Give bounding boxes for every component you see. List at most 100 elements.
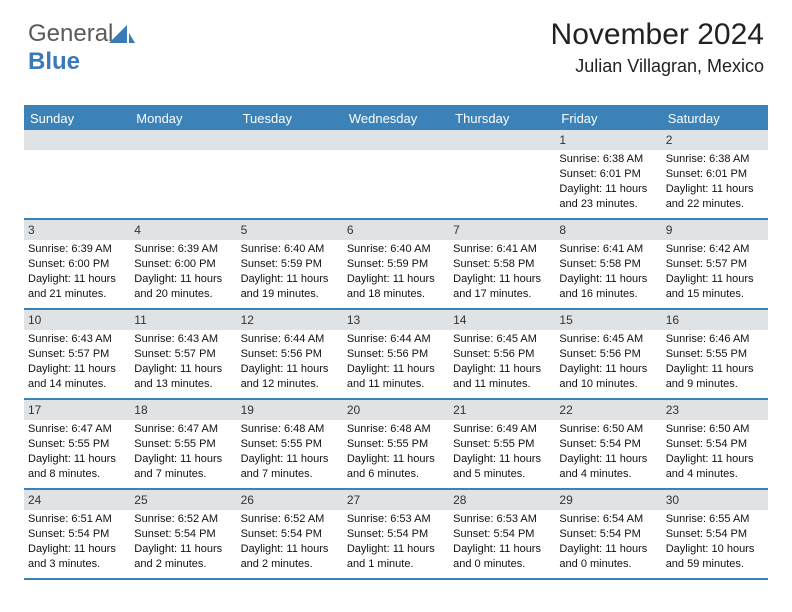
daylight-text: Daylight: 11 hours and 16 minutes. [559, 272, 657, 302]
daylight-text: Daylight: 11 hours and 7 minutes. [134, 452, 232, 482]
daylight-text: Daylight: 11 hours and 10 minutes. [559, 362, 657, 392]
sunset-text: Sunset: 5:57 PM [28, 347, 126, 362]
calendar-day-cell: 10 Sunrise: 6:43 AMSunset: 5:57 PMDayligh… [24, 310, 130, 398]
sunrise-text: Sunrise: 6:44 AM [241, 332, 339, 347]
sunset-text: Sunset: 5:58 PM [559, 257, 657, 272]
daylight-text: Daylight: 11 hours and 23 minutes. [559, 182, 657, 212]
daylight-text: Daylight: 11 hours and 17 minutes. [453, 272, 551, 302]
daylight-text: Daylight: 11 hours and 9 minutes. [666, 362, 764, 392]
day-number: 26 [237, 490, 343, 510]
sunrise-text: Sunrise: 6:47 AM [28, 422, 126, 437]
sunrise-text: Sunrise: 6:43 AM [134, 332, 232, 347]
sunset-text: Sunset: 5:56 PM [241, 347, 339, 362]
daylight-text: Daylight: 11 hours and 0 minutes. [559, 542, 657, 572]
sunset-text: Sunset: 5:57 PM [134, 347, 232, 362]
day-number: 17 [24, 400, 130, 420]
calendar-day-cell: 2Sunrise: 6:38 AMSunset: 6:01 PMDaylight… [662, 130, 768, 218]
sunrise-text: Sunrise: 6:38 AM [666, 152, 764, 167]
calendar-day-cell: 26Sunrise: 6:52 AMSunset: 5:54 PMDayligh… [237, 490, 343, 578]
sunset-text: Sunset: 6:00 PM [28, 257, 126, 272]
day-number: 12 [237, 310, 343, 330]
day-number [24, 130, 130, 150]
calendar-day-cell: 5Sunrise: 6:40 AMSunset: 5:59 PMDaylight… [237, 220, 343, 308]
calendar-week-row: 1Sunrise: 6:38 AMSunset: 6:01 PMDaylight… [24, 130, 768, 220]
logo-text-general: General [28, 20, 113, 47]
sunrise-text: Sunrise: 6:52 AM [134, 512, 232, 527]
sunrise-text: Sunrise: 6:54 AM [559, 512, 657, 527]
sunrise-text: Sunrise: 6:50 AM [559, 422, 657, 437]
daylight-text: Daylight: 11 hours and 14 minutes. [28, 362, 126, 392]
daylight-text: Daylight: 11 hours and 3 minutes. [28, 542, 126, 572]
calendar-day-cell: 12 Sunrise: 6:44 AMSunset: 5:56 PMDayligh… [237, 310, 343, 398]
daylight-text: Daylight: 11 hours and 21 minutes. [28, 272, 126, 302]
daylight-text: Daylight: 11 hours and 6 minutes. [347, 452, 445, 482]
sunset-text: Sunset: 5:59 PM [347, 257, 445, 272]
day-number: 19 [237, 400, 343, 420]
calendar-day-cell: 18Sunrise: 6:47 AMSunset: 5:55 PMDayligh… [130, 400, 236, 488]
daylight-text: Daylight: 11 hours and 2 minutes. [241, 542, 339, 572]
calendar-header-row: Sunday Monday Tuesday Wednesday Thursday… [24, 107, 768, 130]
day-number: 9 [662, 220, 768, 240]
day-number: 28 [449, 490, 555, 510]
sunset-text: Sunset: 5:54 PM [453, 527, 551, 542]
sunrise-text: Sunrise: 6:42 AM [666, 242, 764, 257]
weekday-monday: Monday [130, 107, 236, 130]
sunset-text: Sunset: 5:57 PM [666, 257, 764, 272]
daylight-text: Daylight: 11 hours and 18 minutes. [347, 272, 445, 302]
sunset-text: Sunset: 5:54 PM [559, 527, 657, 542]
calendar-day-cell [24, 130, 130, 218]
daylight-text: Daylight: 11 hours and 5 minutes. [453, 452, 551, 482]
day-number: 22 [555, 400, 661, 420]
location-text: Julian Villagran, Mexico [551, 56, 764, 77]
weekday-wednesday: Wednesday [343, 107, 449, 130]
daylight-text: Daylight: 11 hours and 11 minutes. [347, 362, 445, 392]
day-number: 1 [555, 130, 661, 150]
sunrise-text: Sunrise: 6:40 AM [241, 242, 339, 257]
calendar-week-row: 10Sunrise: 6:43 AMSunset: 5:57 PMDayligh… [24, 310, 768, 400]
calendar-day-cell [237, 130, 343, 218]
sunset-text: Sunset: 5:56 PM [559, 347, 657, 362]
calendar-day-cell: 25Sunrise: 6:52 AMSunset: 5:54 PMDayligh… [130, 490, 236, 578]
calendar-day-cell: 9Sunrise: 6:42 AMSunset: 5:57 PMDaylight… [662, 220, 768, 308]
calendar-day-cell: 1Sunrise: 6:38 AMSunset: 6:01 PMDaylight… [555, 130, 661, 218]
sunset-text: Sunset: 5:54 PM [666, 527, 764, 542]
daylight-text: Daylight: 11 hours and 13 minutes. [134, 362, 232, 392]
calendar-day-cell: 15Sunrise: 6:45 AMSunset: 5:56 PMDayligh… [555, 310, 661, 398]
weekday-friday: Friday [555, 107, 661, 130]
sunrise-text: Sunrise: 6:39 AM [28, 242, 126, 257]
sunset-text: Sunset: 6:01 PM [666, 167, 764, 182]
daylight-text: Daylight: 11 hours and 1 minute. [347, 542, 445, 572]
daylight-text: Daylight: 11 hours and 11 minutes. [453, 362, 551, 392]
calendar-day-cell: 20Sunrise: 6:48 AMSunset: 5:55 PMDayligh… [343, 400, 449, 488]
day-number: 3 [24, 220, 130, 240]
day-number: 10 [24, 310, 130, 330]
calendar-day-cell: 14Sunrise: 6:45 AMSunset: 5:56 PMDayligh… [449, 310, 555, 398]
day-number: 16 [662, 310, 768, 330]
sunset-text: Sunset: 5:55 PM [666, 347, 764, 362]
day-number: 21 [449, 400, 555, 420]
day-number: 29 [555, 490, 661, 510]
calendar-day-cell: 27Sunrise: 6:53 AMSunset: 5:54 PMDayligh… [343, 490, 449, 578]
logo: General Blue [28, 20, 135, 76]
calendar-day-cell [449, 130, 555, 218]
calendar-day-cell: 13Sunrise: 6:44 AMSunset: 5:56 PMDayligh… [343, 310, 449, 398]
day-number: 15 [555, 310, 661, 330]
calendar-day-cell: 6Sunrise: 6:40 AMSunset: 5:59 PMDaylight… [343, 220, 449, 308]
day-number: 20 [343, 400, 449, 420]
day-number: 2 [662, 130, 768, 150]
weekday-sunday: Sunday [24, 107, 130, 130]
day-number: 25 [130, 490, 236, 510]
sunrise-text: Sunrise: 6:38 AM [559, 152, 657, 167]
sunset-text: Sunset: 5:55 PM [453, 437, 551, 452]
calendar-week-row: 17Sunrise: 6:47 AMSunset: 5:55 PMDayligh… [24, 400, 768, 490]
sunset-text: Sunset: 5:54 PM [28, 527, 126, 542]
calendar-day-cell: 24Sunrise: 6:51 AMSunset: 5:54 PMDayligh… [24, 490, 130, 578]
daylight-text: Daylight: 11 hours and 19 minutes. [241, 272, 339, 302]
sunset-text: Sunset: 5:58 PM [453, 257, 551, 272]
sunrise-text: Sunrise: 6:43 AM [28, 332, 126, 347]
daylight-text: Daylight: 11 hours and 12 minutes. [241, 362, 339, 392]
calendar-day-cell: 30Sunrise: 6:55 AMSunset: 5:54 PMDayligh… [662, 490, 768, 578]
sunrise-text: Sunrise: 6:48 AM [347, 422, 445, 437]
sunset-text: Sunset: 5:54 PM [347, 527, 445, 542]
day-number: 5 [237, 220, 343, 240]
